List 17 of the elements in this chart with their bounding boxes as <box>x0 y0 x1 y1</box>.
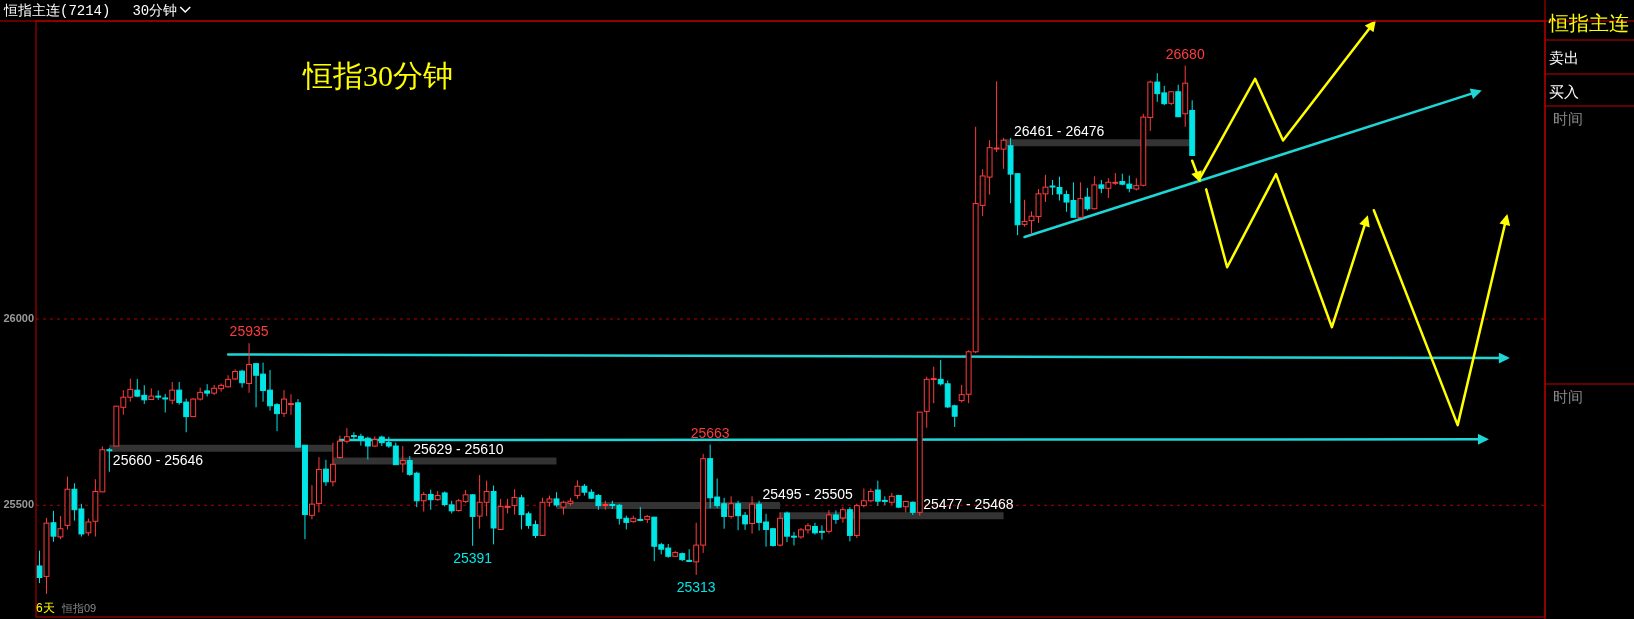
text: 时间 <box>1553 110 1583 127</box>
annotation: 6天 <box>36 601 55 615</box>
text: 时间 <box>1553 388 1583 405</box>
text: 卖出 <box>1549 49 1579 66</box>
y-tick-label: 25500 <box>3 498 34 511</box>
text: 26680 <box>1165 45 1205 62</box>
text: 25663 <box>690 424 730 441</box>
annotation: 恒指30分钟 <box>302 59 453 92</box>
chart-subtitle: 30分钟 <box>132 3 178 19</box>
text: 买入 <box>1549 83 1579 100</box>
chart-title: 恒指主连(7214) <box>3 3 111 19</box>
y-tick-label: 26000 <box>3 311 34 324</box>
annotation: 恒指09 <box>61 602 97 614</box>
text: 25935 <box>229 323 269 340</box>
text: 恒指主连 <box>1548 12 1629 34</box>
text: 25391 <box>453 549 493 566</box>
text: 25313 <box>676 578 716 595</box>
